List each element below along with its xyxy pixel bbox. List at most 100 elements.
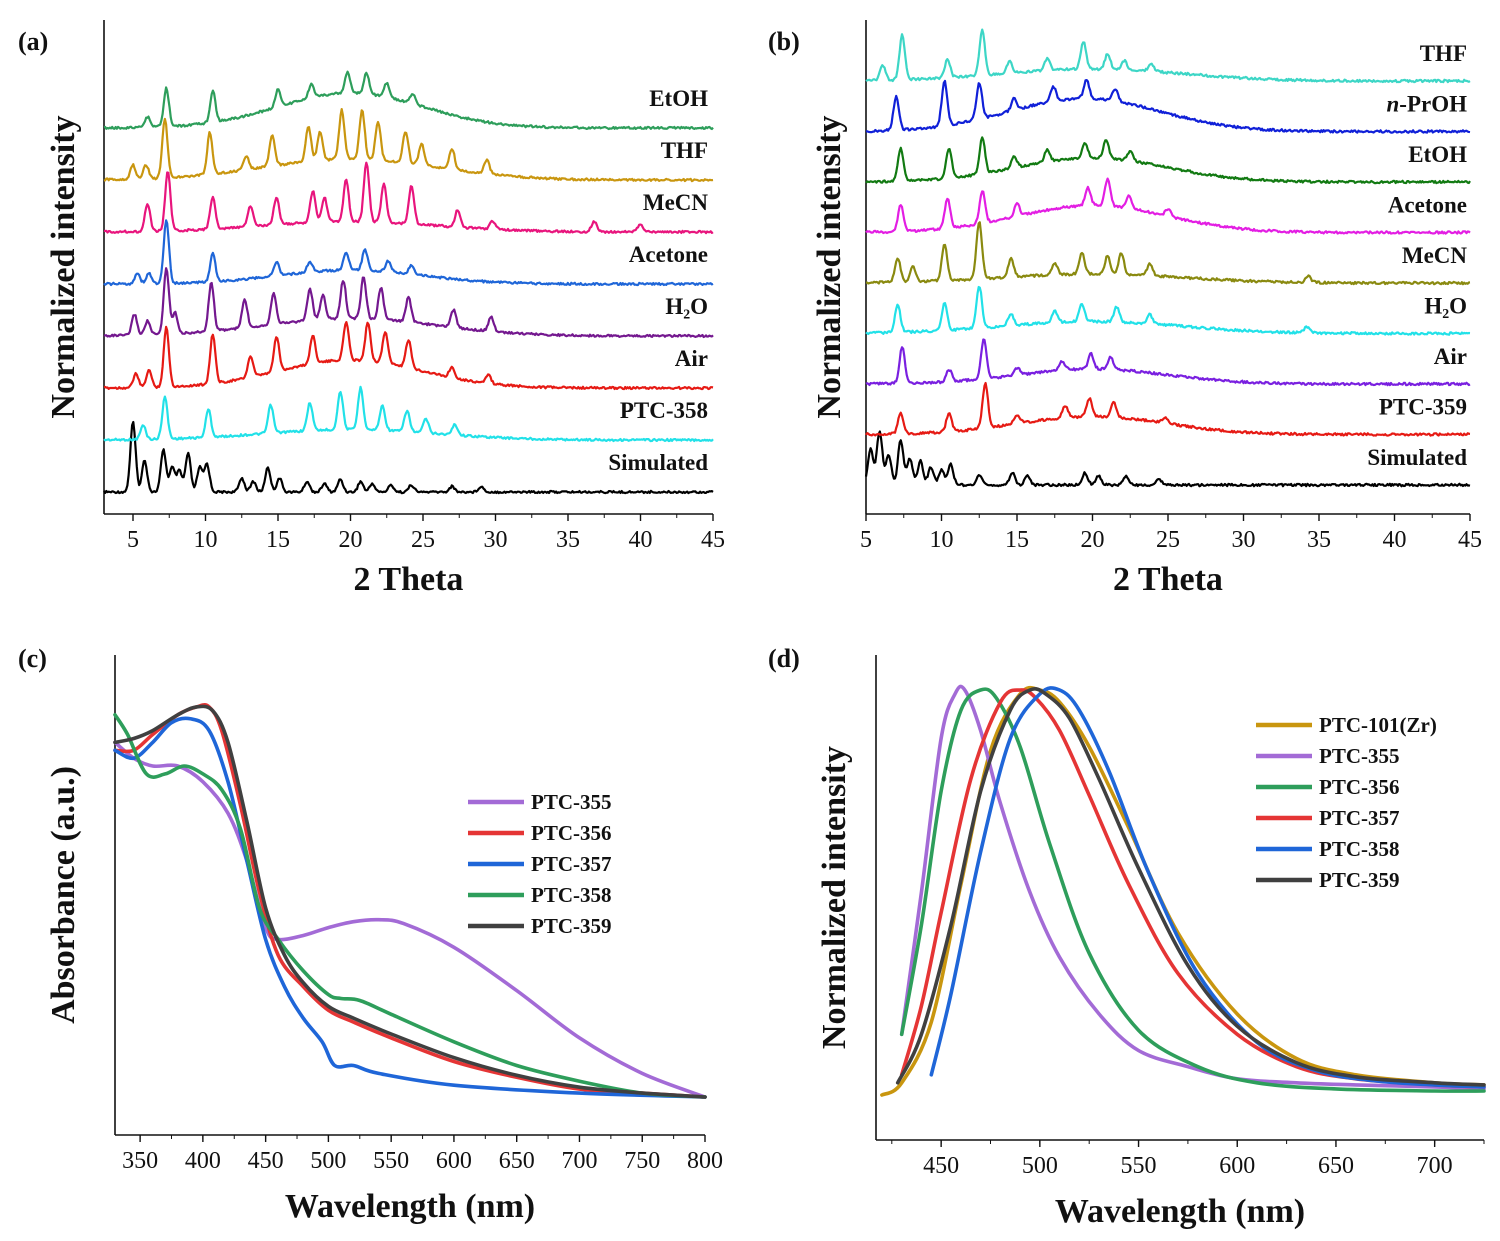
x-tick-label: 750	[624, 1148, 660, 1174]
x-tick-label: 30	[484, 527, 508, 553]
x-tick-label: 550	[373, 1148, 409, 1174]
series-label-h-o: H₂O	[1424, 294, 1467, 319]
series-group: Simulated PTC-358 Air H₂O Acetone MeCN THF EtOH	[103, 70, 714, 495]
series-label-n-proh: n-PrOH	[1387, 92, 1468, 117]
panel-b: 5 10 15 20 25 30 35 40 45 (b) 2 Theta Normalized in…	[768, 20, 1482, 598]
series-label-simulated: Simulated	[1367, 445, 1467, 470]
panel-label: (a)	[18, 27, 48, 56]
series-line-ptc-359	[113, 704, 707, 1099]
series-line-ptc-356	[113, 703, 707, 1099]
series-group	[113, 703, 707, 1099]
x-tick-label: 500	[310, 1148, 346, 1174]
x-tick-label: 40	[1383, 527, 1407, 553]
x-tick-label: 20	[1081, 527, 1105, 553]
panel-a: 5 10 15 20 25 30 35 40 45 (a) 2 Theta Normalized in…	[18, 20, 725, 598]
series-label-mecn: MeCN	[643, 190, 709, 215]
legend-label-ptc-355: PTC-355	[531, 790, 612, 814]
x-tick-label: 15	[266, 527, 290, 553]
series-line-h-o	[103, 267, 714, 339]
x-tick-label: 400	[185, 1148, 221, 1174]
series-line-acetone	[865, 177, 1471, 235]
legend: PTC-355 PTC-356 PTC-357 PTC-358 PTC-359	[468, 790, 612, 938]
x-tick-label: 450	[923, 1153, 959, 1179]
x-tick-label: 650	[1318, 1153, 1354, 1179]
x-tick-label: 700	[1417, 1153, 1453, 1179]
series-label-etoh: EtOH	[1408, 142, 1467, 167]
x-tick-label: 650	[499, 1148, 535, 1174]
x-tick-label: 30	[1232, 527, 1256, 553]
series-line-ptc-355	[899, 684, 1486, 1091]
x-tick-label: 20	[339, 527, 363, 553]
legend-label-ptc-359: PTC-359	[531, 914, 612, 938]
panel-c: 350 400 450 500 550 600 650 700 750 800 (c) Wavelen…	[18, 644, 723, 1225]
x-tick-label: 45	[701, 527, 725, 553]
x-tick-label: 600	[1219, 1153, 1255, 1179]
series-line-ptc-359	[895, 687, 1486, 1087]
x-tick-label: 600	[436, 1148, 472, 1174]
panel-label: (d)	[768, 644, 800, 673]
x-tick-label: 35	[556, 527, 580, 553]
series-line-air	[103, 321, 714, 391]
x-axis-title: 2 Theta	[1113, 561, 1223, 598]
series-label-etoh: EtOH	[649, 86, 708, 111]
legend-label-ptc-355: PTC-355	[1319, 744, 1400, 768]
series-label-air: Air	[1434, 344, 1467, 369]
legend-label-ptc-357: PTC-357	[531, 852, 612, 876]
series-line-etoh	[865, 136, 1471, 185]
series-line-mecn	[103, 161, 714, 235]
series-line-etoh	[103, 70, 714, 131]
legend-label-ptc-357: PTC-357	[1319, 806, 1400, 830]
panel-label: (c)	[18, 644, 47, 673]
x-tick-label: 500	[1022, 1153, 1058, 1179]
x-tick-label: 15	[1005, 527, 1029, 553]
series-label-mecn: MeCN	[1402, 243, 1468, 268]
x-tick-label: 700	[561, 1148, 597, 1174]
series-label-ptc-359: PTC-359	[1379, 395, 1467, 420]
y-axis-title: Normalized intensity	[811, 115, 848, 418]
series-line-thf	[865, 28, 1471, 84]
series-label-h-o: H₂O	[665, 294, 708, 319]
series-line-ptc-357	[113, 716, 707, 1099]
legend: PTC-101(Zr) PTC-355 PTC-356 PTC-357 PTC-358 P…	[1256, 713, 1437, 892]
x-tick-label: 800	[687, 1148, 723, 1174]
panel-d: 450 500 550 600 650 700 (d) Wavelength (nm) Norm…	[768, 644, 1486, 1230]
x-tick-label: 45	[1458, 527, 1482, 553]
x-axis-title: 2 Theta	[354, 561, 464, 598]
series-label-acetone: Acetone	[629, 242, 708, 267]
x-axis-title: Wavelength (nm)	[285, 1188, 535, 1225]
series-label-acetone: Acetone	[1388, 193, 1467, 218]
y-axis-title: Normalized intensity	[45, 115, 82, 418]
y-axis-title: Absorbance (a.u.)	[45, 766, 82, 1024]
legend-label-ptc-358: PTC-358	[1319, 837, 1400, 861]
legend-label-ptc-356: PTC-356	[531, 821, 612, 845]
series-group: Simulated PTC-359 Air H₂O MeCN Acetone EtOH n-P…	[864, 28, 1471, 488]
x-tick-label: 5	[127, 527, 139, 553]
series-line-ptc-358	[113, 713, 707, 1099]
series-line-ptc-101-zr	[880, 685, 1486, 1097]
panel-label: (b)	[768, 27, 800, 56]
series-line-air	[865, 338, 1471, 387]
x-tick-label: 5	[860, 527, 872, 553]
legend-label-ptc-359: PTC-359	[1319, 868, 1400, 892]
series-line-ptc-358	[103, 385, 714, 443]
x-tick-label: 25	[1156, 527, 1180, 553]
series-label-ptc-358: PTC-358	[620, 398, 708, 423]
x-tick-label: 25	[411, 527, 435, 553]
series-line-ptc-359	[865, 381, 1471, 437]
x-ticks: 450 500 550 600 650 700	[891, 1140, 1485, 1179]
legend-label-ptc-356: PTC-356	[1319, 775, 1400, 799]
x-tick-label: 35	[1307, 527, 1331, 553]
x-tick-label: 550	[1121, 1153, 1157, 1179]
series-line-ptc-357	[899, 688, 1486, 1089]
series-label-thf: THF	[1420, 41, 1467, 66]
x-tick-label: 10	[930, 527, 954, 553]
series-line-ptc-356	[899, 687, 1486, 1093]
series-line-simulated	[864, 430, 1471, 488]
x-tick-label: 350	[122, 1148, 158, 1174]
x-ticks: 5 10 15 20 25 30 35 40 45	[127, 514, 725, 553]
x-tick-label: 450	[248, 1148, 284, 1174]
x-tick-label: 40	[629, 527, 653, 553]
series-line-simulated	[103, 420, 714, 495]
series-label-air: Air	[675, 346, 708, 371]
